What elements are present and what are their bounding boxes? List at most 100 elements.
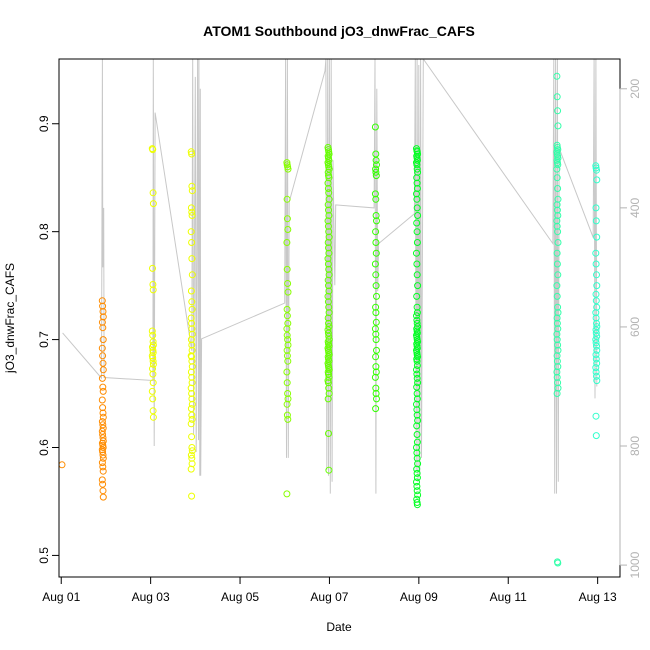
data-point [99,324,107,332]
data-point [325,165,333,173]
data-point [413,312,420,320]
data-point [99,493,107,501]
data-point [325,206,332,214]
data-point [188,325,196,333]
data-point [188,305,196,313]
chart-title: ATOM1 Southbound jO3_dnwFrac_CAFS [203,23,475,39]
data-point [593,176,601,184]
data-point [325,319,332,327]
x-tick-label: Aug 11 [490,590,527,604]
data-point [284,415,292,423]
data-point [99,359,107,367]
y-tick-label: 0.5 [37,547,51,564]
data-point [372,165,380,173]
data-point [373,161,380,169]
data-point [188,182,196,190]
data-point [372,282,380,290]
y-tick-label: 0.8 [37,223,51,240]
data-point [554,341,562,349]
data-point [372,249,380,257]
data-point [554,228,562,236]
data-point [371,373,379,381]
data-point [188,395,196,403]
data-point [372,212,380,219]
data-point [99,366,107,374]
data-point [413,478,420,486]
data-point [593,372,600,380]
data-point [413,411,421,419]
data-point [592,314,600,322]
data-point [593,271,600,279]
data-point [413,474,421,482]
data-point [554,379,562,387]
data-point [325,373,333,381]
data-point [284,336,292,344]
right-tick-label: 400 [628,198,642,218]
data-point [413,487,421,495]
data-point [593,359,601,367]
right-tick-label: 200 [628,78,642,98]
data-point [325,430,332,437]
x-tick-label: Aug 01 [42,590,80,604]
data-point [284,390,292,397]
data-point [325,228,333,236]
point-group [371,123,380,413]
data-point [284,280,292,287]
data-point [413,228,421,236]
data-point [324,201,332,209]
data-point [188,212,196,219]
data-point [149,407,157,415]
data-point [99,467,107,475]
data-point [283,331,291,339]
data-point [149,357,157,365]
data-point [149,200,157,208]
data-point [371,123,379,131]
data-point [148,327,156,335]
x-axis-label: Date [326,620,352,634]
data-point [188,492,196,500]
data-point [554,107,562,115]
data-point [187,420,195,428]
data-point [188,357,196,365]
data-point [283,400,291,408]
data-point [372,303,380,311]
data-point [413,239,421,246]
data-point [98,344,106,352]
data-point [592,339,600,347]
data-point [592,309,600,317]
data-point [413,449,421,457]
x-tick-label: Aug 13 [579,590,617,604]
data-point [283,411,291,419]
data-point [413,431,421,438]
data-point [188,444,196,451]
data-point [148,387,156,395]
data-point [413,465,421,473]
data-point [324,255,332,263]
data-point [99,413,107,421]
data-point [325,189,333,197]
data-point [413,390,421,397]
data-point [324,379,332,387]
data-point [373,346,380,354]
data-point [413,454,421,462]
data-point [324,260,332,268]
data-point [283,325,291,333]
data-point [592,336,600,344]
data-point [553,390,561,397]
data-point [283,352,291,360]
data-point [554,122,562,130]
data-point [413,501,421,509]
data-point [188,447,196,455]
data-point [413,357,421,365]
data-point [413,319,421,327]
data-point [371,260,379,268]
data-point [413,249,420,257]
data-point [373,217,380,225]
data-point [413,165,421,173]
data-point [149,286,157,294]
x-tick-label: Aug 05 [221,590,259,604]
data-point [324,314,332,322]
data-point [593,342,600,350]
data-point [553,206,561,214]
data-point [99,409,107,417]
